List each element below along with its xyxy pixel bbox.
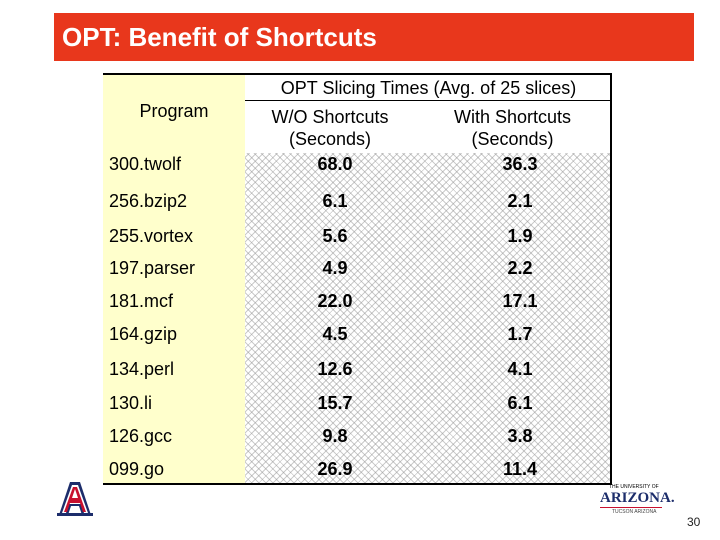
row-program: 099.go	[109, 459, 165, 479]
group-header: OPT Slicing Times (Avg. of 25 slices)	[280, 78, 577, 98]
row-without-value: 4.5	[322, 324, 348, 344]
row-without-value: 12.6	[317, 359, 353, 379]
row-program: 255.vortex	[109, 226, 194, 246]
row-without-value: 4.9	[322, 258, 348, 278]
program-header: Program	[139, 101, 209, 121]
table-bottom-border	[103, 483, 612, 485]
col-without-header: W/O Shortcuts (Seconds)	[271, 107, 389, 149]
row-without-value: 5.6	[322, 226, 348, 246]
row-without-value: 22.0	[317, 291, 353, 311]
row-with-value: 2.1	[507, 191, 533, 211]
col-with-header: With Shortcuts (Seconds)	[453, 107, 572, 149]
row-program: 126.gcc	[109, 426, 173, 446]
row-with-value: 1.7	[507, 324, 533, 344]
row-with-value: 4.1	[507, 359, 533, 379]
arizona-wordmark-logo: THE UNIVERSITY OF ARIZONA. TUCSON ARIZON…	[600, 484, 675, 515]
table-top-border	[103, 73, 612, 75]
times-header-bg	[245, 73, 612, 153]
row-program: 134.perl	[109, 359, 175, 379]
row-with-value: 2.2	[507, 258, 533, 278]
slide-title: OPT: Benefit of Shortcuts	[62, 22, 377, 52]
row-without-value: 15.7	[317, 393, 353, 413]
title-bar: OPT: Benefit of Shortcuts	[54, 13, 694, 61]
row-with-value: 1.9	[507, 226, 533, 246]
row-without-value: 26.9	[317, 459, 353, 479]
row-program: 197.parser	[109, 258, 196, 278]
table-right-border	[610, 73, 612, 485]
row-program: 130.li	[109, 393, 153, 413]
row-with-value: 11.4	[502, 459, 538, 479]
row-with-value: 3.8	[507, 426, 533, 446]
times-area-bg	[245, 73, 612, 484]
row-without-value: 9.8	[322, 426, 348, 446]
program-column-bg	[103, 73, 245, 484]
row-with-value: 17.1	[502, 291, 538, 311]
row-with-value: 36.3	[502, 154, 538, 174]
row-without-value: 68.0	[317, 154, 353, 174]
row-with-value: 6.1	[507, 393, 533, 413]
page-number: 30	[687, 515, 701, 529]
row-without-value: 6.1	[322, 191, 348, 211]
row-program: 300.twolf	[109, 154, 182, 174]
row-program: 164.gzip	[109, 324, 178, 344]
row-program: 256.bzip2	[109, 191, 188, 211]
row-program: 181.mcf	[109, 291, 174, 311]
university-a-logo-icon	[54, 479, 96, 519]
header-divider	[245, 100, 612, 101]
